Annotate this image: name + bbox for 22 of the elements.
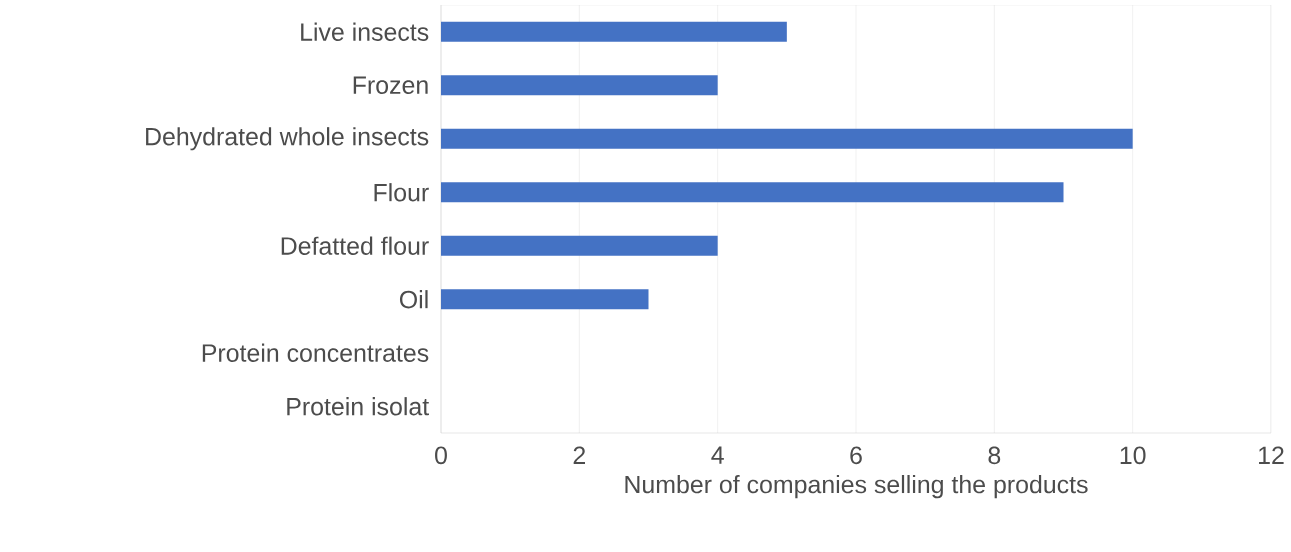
bar — [441, 182, 1064, 203]
x-tick-label: 8 — [988, 446, 1001, 465]
y-tick-label: Dehydrated whole insects — [146, 127, 429, 151]
x-axis-title: Number of companies selling the products — [625, 475, 1088, 499]
x-tick-label: 10 — [1120, 446, 1146, 465]
y-tick-label: Flour — [374, 183, 429, 202]
bar — [441, 75, 718, 96]
bar — [441, 235, 718, 256]
x-tick-label: 6 — [850, 446, 862, 465]
bar — [441, 289, 649, 310]
y-tick-label: Oil — [399, 290, 428, 309]
x-tick-label: 2 — [573, 446, 585, 464]
x-tick-label: 4 — [711, 446, 724, 464]
y-tick-label: Protein isolat — [287, 397, 429, 416]
bar — [441, 21, 787, 42]
y-tick-label: Defatted flour — [281, 236, 429, 255]
y-tick-label: Protein concentrates — [202, 343, 429, 362]
x-tick-label: 12 — [1259, 446, 1284, 464]
y-tick-label: Live insects — [301, 22, 429, 41]
y-tick-label: Frozen — [353, 76, 428, 94]
bar — [441, 128, 1133, 149]
x-tick-label: 0 — [435, 446, 447, 465]
